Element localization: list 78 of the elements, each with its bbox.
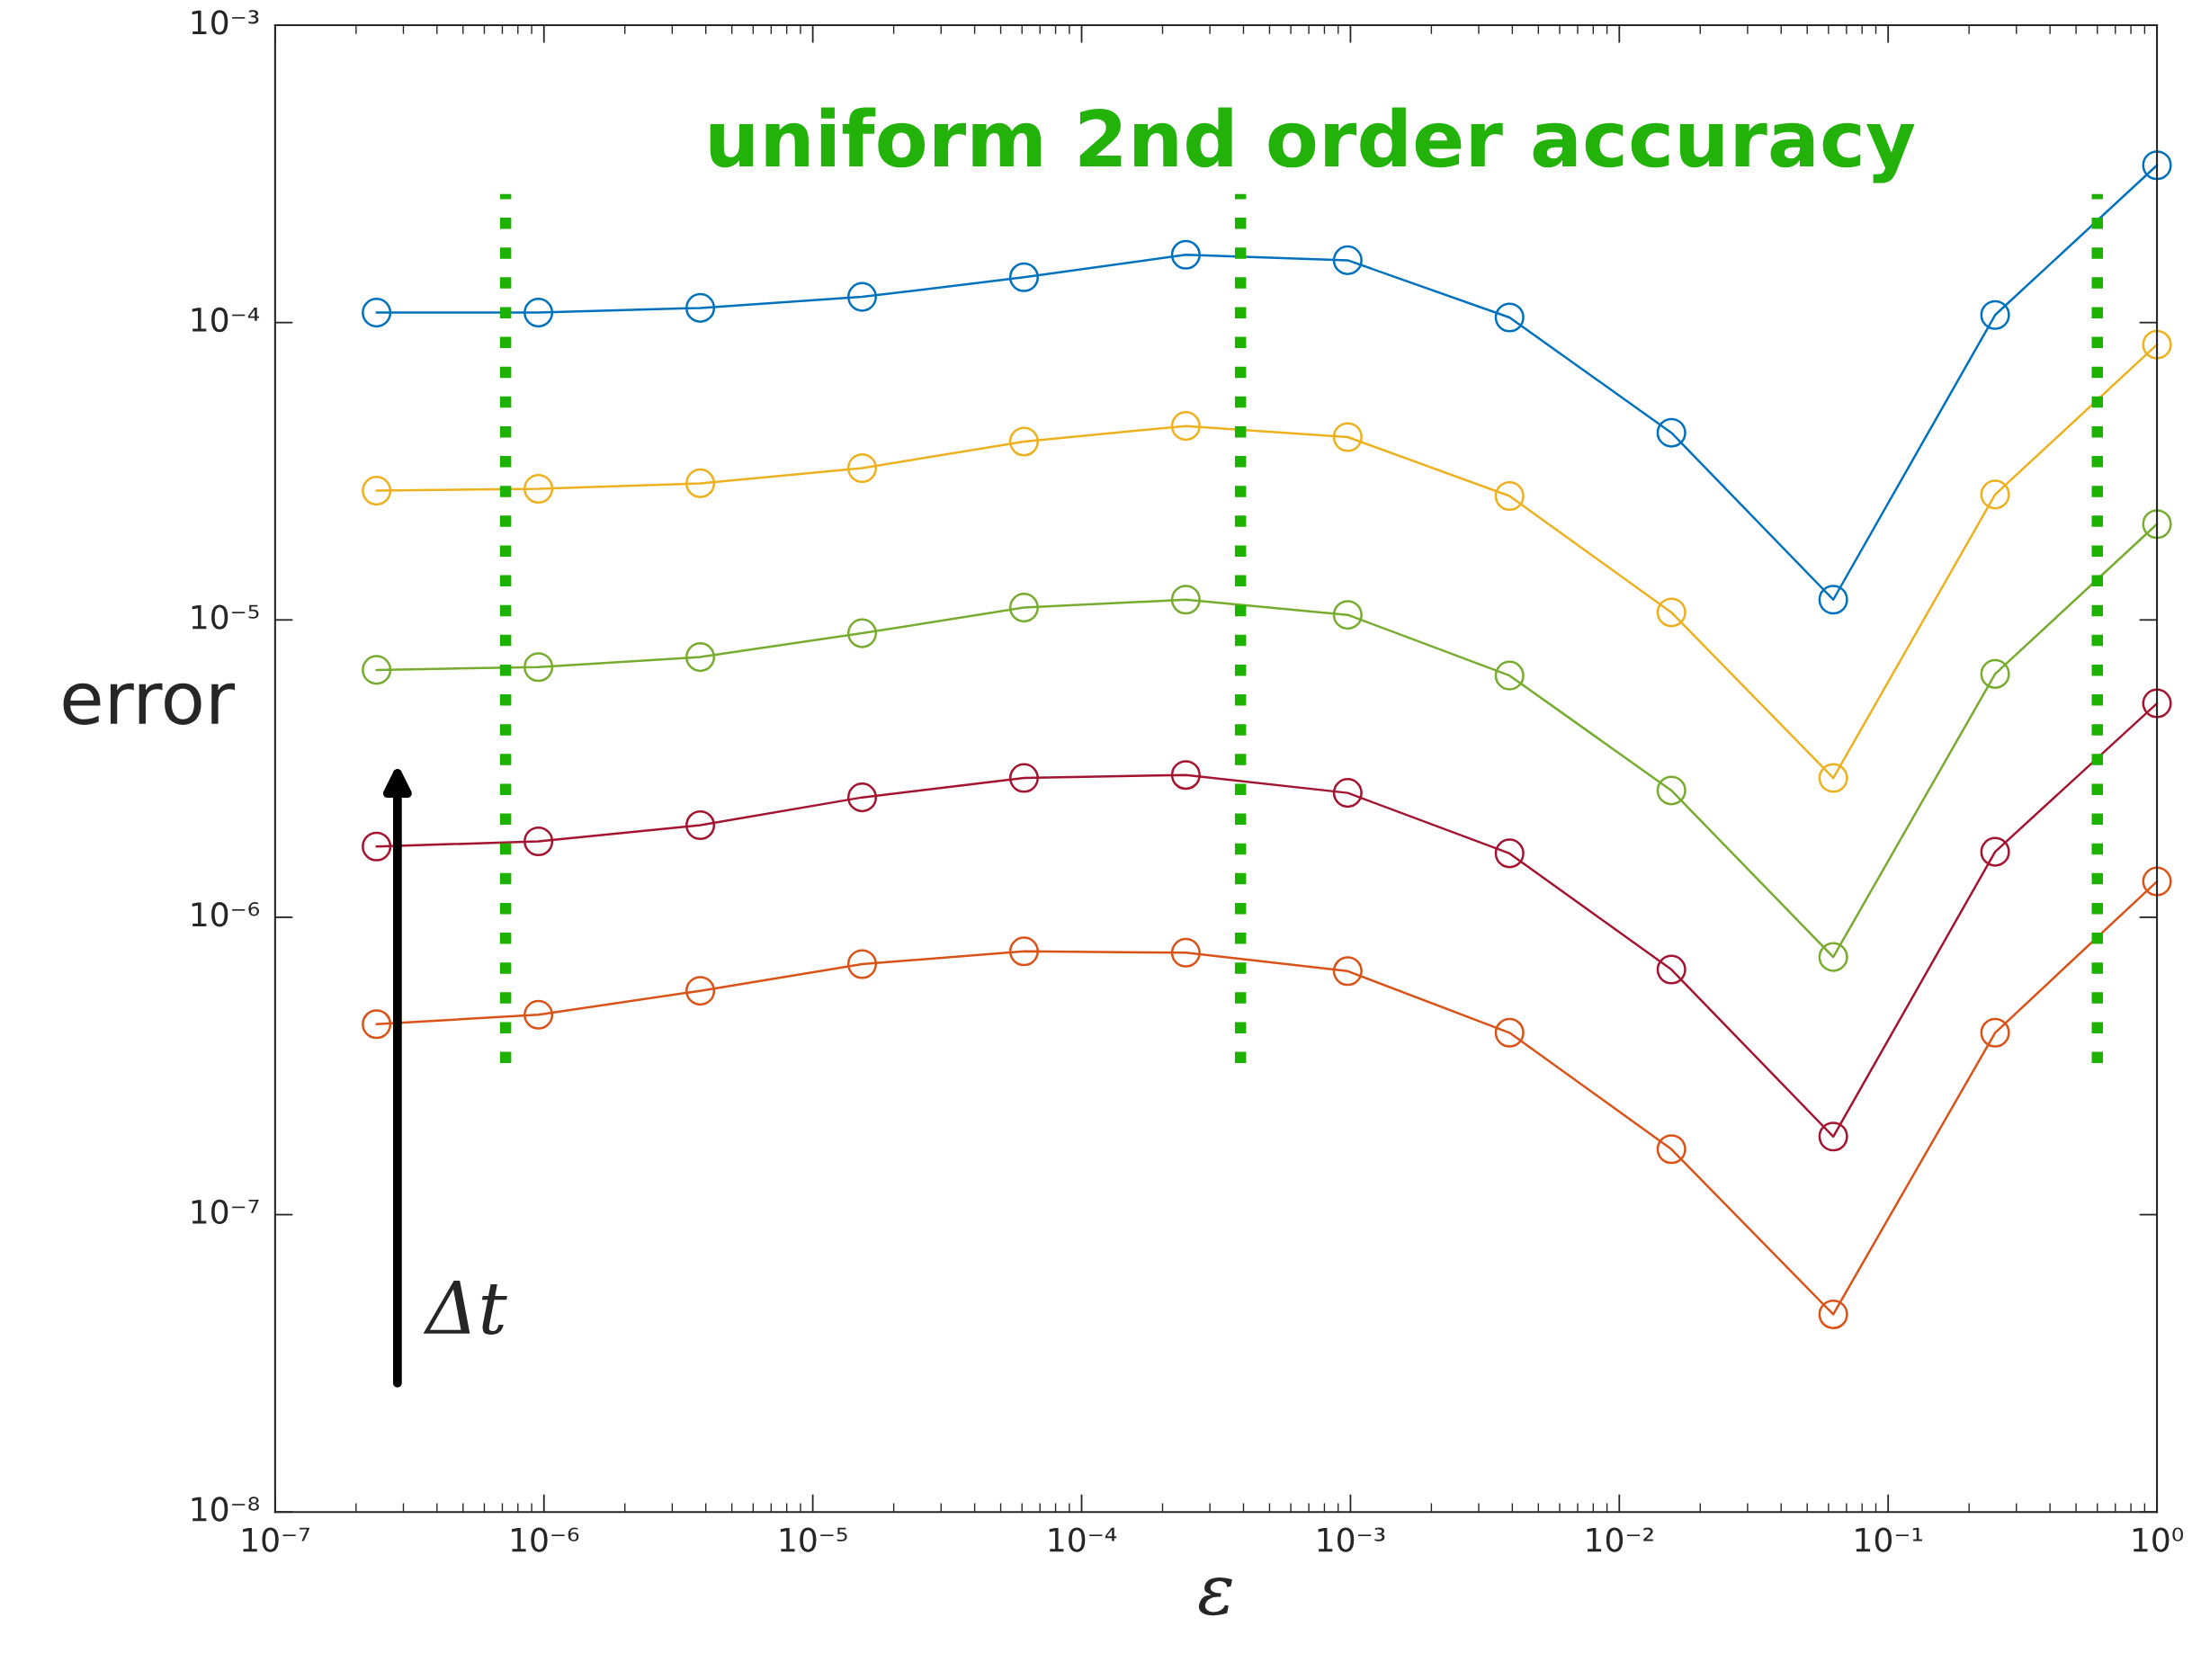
point [2142,329,2172,360]
point [1980,479,2010,510]
point [846,782,878,813]
y-tick-label: 10⁻⁴ [192,307,260,333]
point [1494,838,1525,869]
point [523,298,554,328]
x-tick-label: 10⁻² [1587,1527,1653,1552]
point [1008,936,1039,967]
x-tick-label: 10⁻³ [1318,1527,1385,1552]
y-axis-title: error [63,683,236,725]
y-tick-label: 10⁻⁶ [192,902,260,927]
point [1332,422,1363,452]
point [1656,954,1687,985]
point [2142,150,2172,181]
point [1656,597,1687,628]
x-axis-title: ε [1198,1577,1232,1616]
point [1170,760,1201,791]
point [1656,1134,1687,1165]
x-tick-label: 10⁻¹ [1856,1527,1922,1552]
point [1818,1299,1848,1329]
point [1332,600,1363,630]
x-tick-label: 10⁻⁴ [1049,1527,1117,1552]
point [2142,688,2172,719]
x-tick-label: 10⁻⁶ [511,1527,579,1552]
point [846,452,878,484]
y-tick-label: 10⁻⁸ [192,1497,259,1522]
point [685,976,716,1006]
point [1008,763,1039,793]
point [1980,658,2010,689]
point [1818,1121,1848,1152]
point [1980,299,2010,330]
point [362,298,392,328]
point [1170,585,1201,615]
point [1332,245,1363,275]
point [846,618,878,648]
point [523,827,554,857]
point [1980,836,2010,867]
point [1332,778,1363,809]
point [846,949,878,979]
annotation: Δt [423,1281,507,1335]
point [1818,585,1848,615]
y-tick-label: 10⁻⁵ [192,604,259,630]
point [1332,956,1363,987]
point [1494,660,1525,691]
point [1980,1017,2010,1048]
point [523,652,554,683]
point [1818,763,1848,793]
point [1170,937,1201,968]
text: uniform 2nd order accuracy [710,107,1915,183]
point [362,476,392,506]
point [1818,942,1848,972]
point [1008,593,1039,623]
point [362,1009,392,1040]
point [362,831,392,862]
point [685,468,716,498]
point [2142,509,2172,540]
x-tick-label: 10⁻⁵ [780,1527,847,1552]
point [523,473,554,505]
point [362,655,392,685]
point [685,642,716,673]
point [1008,426,1039,457]
point [1494,1017,1525,1048]
point [1170,239,1201,270]
point [1494,481,1525,512]
point [685,810,716,841]
y-tick-label: 10⁻⁷ [192,1199,259,1225]
point [2142,866,2172,897]
point [1170,411,1201,442]
point [846,281,878,312]
point [1008,262,1039,292]
x-tick-label: 10⁰ [2133,1527,2184,1552]
point [1494,302,1525,333]
point [1656,775,1687,806]
x-tick-label: 10⁻⁷ [243,1527,309,1552]
point [1656,417,1687,448]
y-tick-label: 10⁻³ [192,10,259,35]
point [685,292,716,323]
point [523,999,554,1030]
